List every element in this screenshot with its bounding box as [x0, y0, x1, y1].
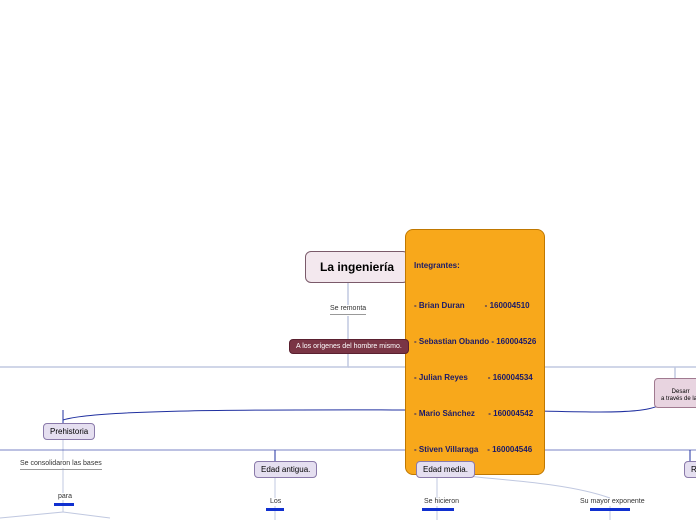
underline-su-mayor	[590, 508, 630, 511]
info-member-1: - Sebastian Obando - 160004526	[414, 336, 536, 348]
info-member-2: - Julian Reyes - 160004534	[414, 372, 536, 384]
root-title: La ingeniería	[320, 260, 394, 274]
node-desarr: Desarr a través de la	[654, 378, 696, 408]
label-para: para	[58, 493, 72, 500]
info-member-3: - Mario Sánchez - 160004542	[414, 408, 536, 420]
info-member-0: - Brian Duran - 160004510	[414, 300, 536, 312]
root-node: La ingeniería	[305, 251, 409, 283]
underline-los	[266, 508, 284, 511]
info-box: Integrantes: - Brian Duran - 160004510 -…	[405, 229, 545, 475]
info-member-4: - Stiven Villaraga - 160004546	[414, 444, 536, 456]
node-edad-antigua: Edad antigua.	[254, 461, 317, 478]
label-los: Los	[270, 498, 281, 505]
node-prehistoria: Prehistoria	[43, 423, 95, 440]
node-re: Re	[684, 461, 696, 478]
underline-para	[54, 503, 74, 506]
node-edad-media: Edad media.	[416, 461, 475, 478]
info-heading: Integrantes:	[414, 260, 536, 272]
node-origenes: A los orígenes del hombre mismo.	[289, 339, 409, 354]
label-se-hicieron: Se hicieron	[424, 498, 459, 505]
label-se-consolidaron: Se consolidaron las bases	[20, 460, 102, 470]
label-se-remonta: Se remonta	[330, 305, 366, 315]
underline-se-hicieron	[422, 508, 454, 511]
label-su-mayor: Su mayor exponente	[580, 498, 645, 505]
